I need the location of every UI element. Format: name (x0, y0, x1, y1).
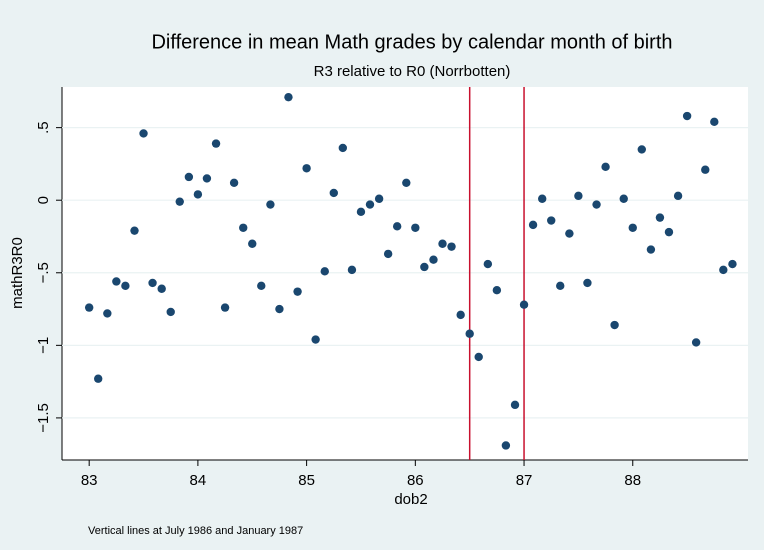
point (411, 223, 420, 232)
point (121, 281, 130, 291)
point (211, 139, 221, 148)
point (356, 207, 366, 217)
note: Vertical lines at July 1986 and January … (88, 525, 303, 537)
point (429, 255, 438, 264)
point (157, 284, 166, 293)
point (202, 174, 212, 183)
point (528, 220, 538, 230)
point (556, 281, 565, 291)
point (103, 309, 112, 318)
point (229, 178, 239, 187)
point (474, 352, 483, 362)
point (519, 300, 529, 309)
point (166, 307, 175, 317)
point (492, 285, 502, 295)
point (257, 281, 266, 291)
point (610, 320, 619, 330)
y-tick-label: −1 (35, 337, 52, 354)
x-tick-label: 87 (516, 472, 533, 489)
point (628, 223, 637, 232)
chart-title: Difference in mean Math grades by calend… (151, 31, 672, 53)
point (347, 265, 357, 275)
point (438, 239, 447, 248)
x-tick-label: 85 (298, 472, 315, 489)
point (456, 310, 465, 320)
y-tick-label: 0 (35, 196, 52, 204)
point (184, 172, 194, 182)
point (501, 441, 511, 450)
point (311, 335, 320, 344)
point (248, 239, 257, 248)
point (691, 338, 701, 347)
point (84, 303, 94, 312)
point (420, 262, 429, 272)
x-tick-label: 83 (81, 472, 98, 489)
chart-subtitle: R3 relative to R0 (Norrbotten) (314, 63, 511, 80)
point (112, 277, 121, 286)
point (710, 117, 719, 127)
point (392, 222, 402, 231)
point (538, 194, 547, 203)
x-tick-label: 84 (190, 472, 207, 489)
point (510, 400, 520, 410)
point (239, 223, 248, 232)
point (293, 287, 302, 296)
point (574, 191, 583, 201)
point (719, 265, 728, 275)
point (130, 226, 139, 235)
point (193, 190, 203, 199)
point (565, 229, 574, 238)
point (664, 227, 674, 237)
point (374, 194, 384, 203)
point (637, 145, 646, 154)
point (547, 216, 556, 225)
point (402, 178, 411, 187)
x-tick-label: 86 (407, 472, 424, 489)
point (673, 191, 683, 201)
point (583, 278, 592, 288)
point (619, 194, 628, 203)
y-tick-label: .5 (35, 121, 52, 134)
point (148, 278, 157, 288)
point (601, 162, 610, 172)
point (329, 188, 338, 198)
plot-area (62, 87, 748, 460)
point (465, 329, 474, 338)
point (701, 165, 710, 174)
y-tick-label: −1.5 (35, 403, 52, 433)
point (682, 111, 692, 121)
point (320, 267, 329, 276)
y-axis-title: mathR3R0 (9, 237, 26, 309)
point (302, 164, 311, 173)
y-tick-label: −.5 (35, 262, 52, 283)
point (383, 249, 393, 259)
point (447, 242, 456, 251)
point (284, 92, 293, 102)
x-axis-title: dob2 (394, 491, 427, 508)
point (365, 200, 375, 209)
point (266, 200, 275, 209)
point (175, 197, 184, 206)
point (220, 303, 230, 312)
point (728, 259, 737, 269)
point (275, 304, 284, 314)
point (646, 245, 656, 254)
point (338, 143, 348, 153)
point (94, 374, 103, 383)
point (592, 200, 601, 209)
point (139, 129, 148, 138)
x-tick-label: 88 (624, 472, 641, 489)
point (483, 259, 493, 269)
point (655, 213, 665, 222)
